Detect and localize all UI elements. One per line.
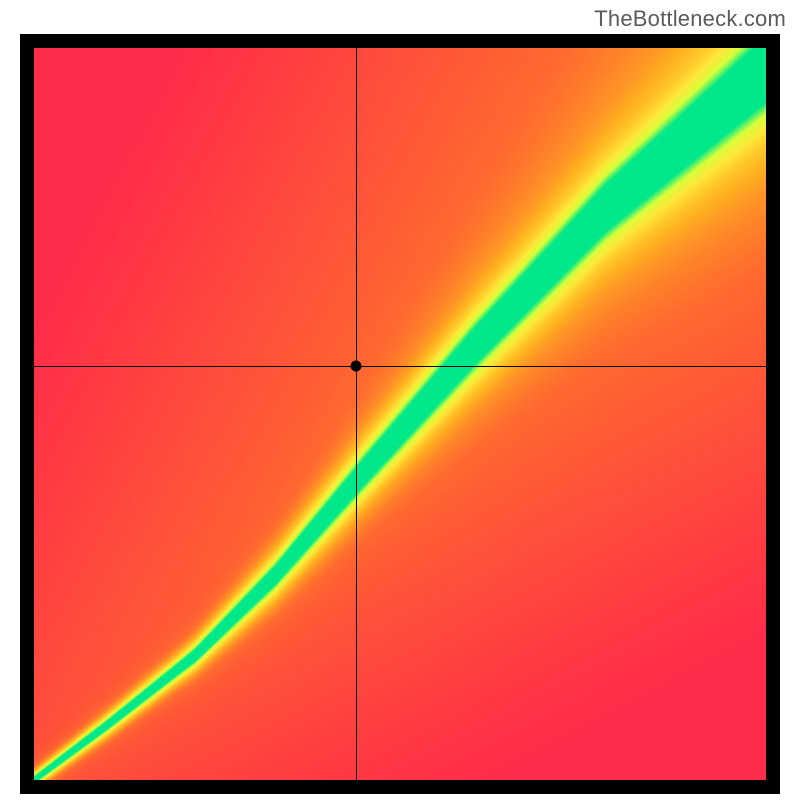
watermark-text: TheBottleneck.com [594, 6, 786, 32]
heatmap-canvas [34, 48, 766, 780]
plot-area [34, 48, 766, 780]
crosshair-vertical [356, 48, 357, 780]
data-point-marker [351, 361, 362, 372]
plot-frame [20, 34, 780, 794]
crosshair-horizontal [34, 366, 766, 367]
